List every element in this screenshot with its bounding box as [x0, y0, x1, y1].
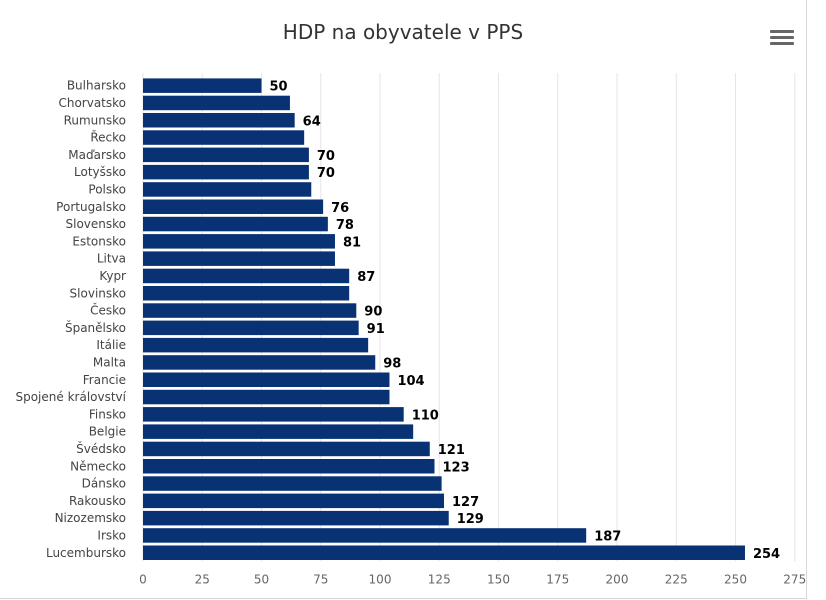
x-tick-label: 225 [665, 572, 688, 586]
chart-menu-icon[interactable] [770, 30, 794, 48]
category-label: Portugalsko [56, 200, 126, 214]
data-label: 254 [753, 547, 780, 562]
category-label: Španělsko [65, 320, 126, 335]
category-label: Slovinsko [70, 286, 126, 300]
category-label: Polsko [88, 182, 126, 196]
category-label: Rumunsko [64, 113, 126, 127]
category-label: Lotyšsko [74, 165, 126, 179]
category-label: Spojené království [15, 390, 126, 404]
data-label: 78 [336, 218, 354, 233]
category-label: Maďarsko [68, 148, 126, 162]
data-label: 104 [397, 374, 424, 389]
bar [143, 303, 357, 318]
data-label: 90 [364, 305, 382, 320]
x-tick-label: 150 [487, 572, 510, 586]
bar [143, 78, 262, 93]
bar [143, 459, 435, 474]
bar [143, 268, 350, 284]
data-label: 64 [303, 114, 321, 129]
bar [143, 510, 449, 526]
data-label: 87 [357, 270, 375, 285]
data-label: 127 [452, 495, 479, 510]
bar [143, 441, 430, 457]
category-label: Lucembursko [46, 546, 126, 560]
category-label: Česko [90, 303, 126, 318]
x-tick-label: 250 [724, 572, 747, 586]
chart-title: HDP na obyvatele v PPS [282, 20, 524, 44]
category-label: Finsko [89, 407, 126, 421]
category-label: Irsko [97, 528, 126, 542]
x-tick-label: 200 [606, 572, 629, 586]
data-label: 98 [383, 356, 401, 371]
x-tick-label: 0 [139, 572, 147, 586]
x-tick-label: 25 [195, 572, 210, 586]
bar [143, 424, 414, 439]
category-label: Kypr [99, 269, 126, 283]
bar [143, 130, 305, 145]
category-label: Litva [97, 252, 126, 266]
category-label: Německo [70, 459, 126, 473]
bar [143, 355, 376, 370]
category-label: Rakousko [69, 494, 126, 508]
category-label: Belgie [89, 425, 126, 439]
category-label: Nizozemsko [55, 511, 126, 525]
bar [143, 372, 390, 387]
category-label: Chorvatsko [58, 96, 126, 110]
bar [143, 286, 350, 301]
x-tick-label: 275 [783, 572, 806, 586]
bar [143, 113, 295, 128]
data-label: 91 [367, 322, 385, 337]
x-tick-label: 100 [369, 572, 392, 586]
bar [143, 320, 359, 336]
bar [143, 182, 312, 197]
data-label: 187 [594, 529, 621, 544]
category-label: Dánsko [82, 477, 126, 491]
category-label: Bulharsko [67, 79, 126, 93]
bar [143, 389, 390, 405]
bar [143, 337, 369, 353]
bar [143, 95, 290, 111]
data-label: 123 [443, 460, 470, 475]
category-label: Malta [93, 355, 126, 369]
x-tick-label: 175 [546, 572, 569, 586]
category-label: Itálie [96, 338, 126, 352]
bar-chart: 0 25 50 75 100 125 150 175 200 225 250 275 Bulharsko… [15, 73, 806, 586]
data-label: 70 [317, 149, 335, 164]
data-label: 50 [270, 80, 288, 95]
category-label: Francie [83, 373, 126, 387]
data-label: 81 [343, 235, 361, 250]
bar [143, 147, 309, 163]
data-label: 121 [438, 443, 465, 458]
chart-frame [0, 0, 807, 599]
bar [143, 234, 335, 249]
data-label: 129 [457, 512, 484, 527]
bar [143, 493, 444, 509]
data-label: 70 [317, 166, 335, 181]
bar [143, 216, 328, 232]
category-label: Estonsko [72, 234, 126, 248]
bar [143, 476, 442, 491]
bar [143, 251, 335, 266]
bar [143, 545, 745, 560]
data-label: 110 [412, 408, 439, 423]
category-label: Slovensko [66, 217, 127, 231]
data-label: 76 [331, 201, 349, 216]
category-label: Švédsko [76, 441, 126, 456]
bar [143, 164, 309, 180]
bar [143, 528, 587, 543]
x-tick-label: 75 [313, 572, 328, 586]
category-label: Řecko [90, 130, 126, 145]
x-tick-label: 125 [428, 572, 451, 586]
bar [143, 407, 404, 422]
x-tick-label: 50 [254, 572, 269, 586]
bar [143, 199, 324, 214]
